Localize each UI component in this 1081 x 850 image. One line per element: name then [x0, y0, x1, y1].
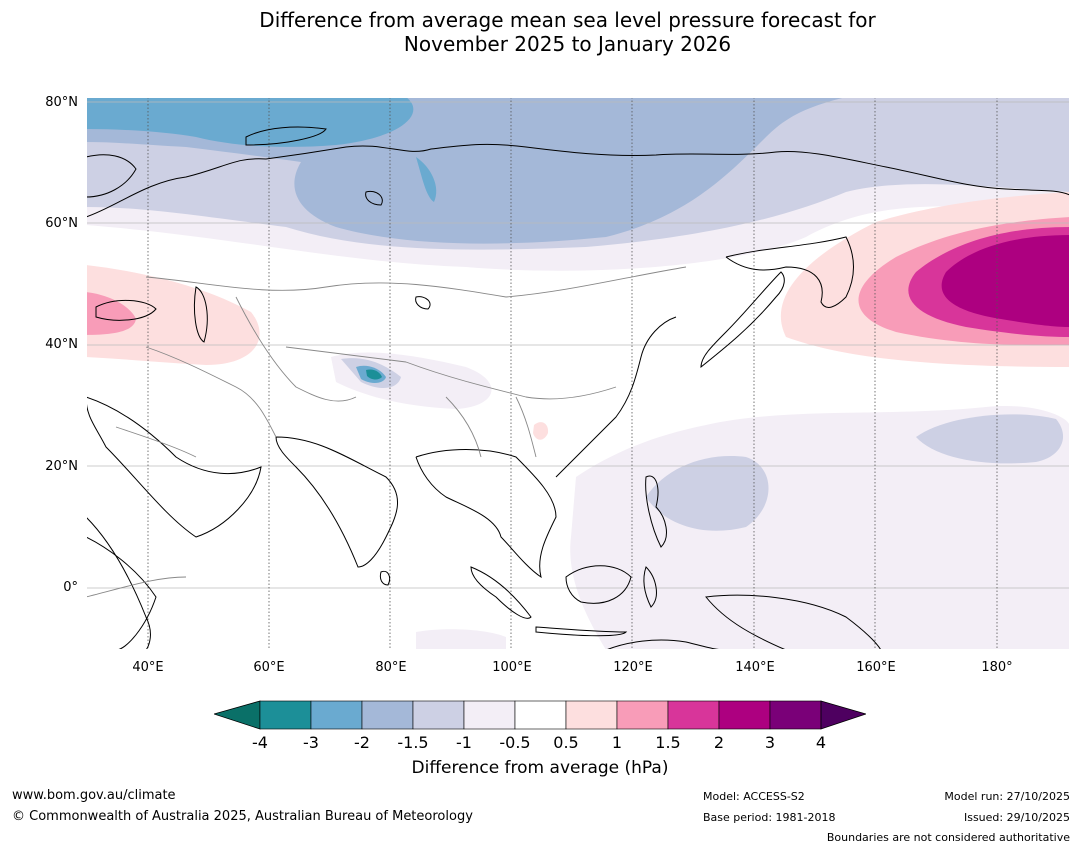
anomaly-band-plus-2-pacific [941, 235, 1070, 327]
colorbar-swatch-2-to-3 [718, 700, 771, 730]
colorbar-tick-minus-1.5: -1.5 [397, 733, 429, 752]
anomaly-band-minus-3-tibet [366, 369, 382, 380]
colorbar-swatch-1-to-1.5 [616, 700, 669, 730]
colorbar-swatch-1.5-to-2 [667, 700, 720, 730]
lon-label-80e: 80°E [375, 660, 407, 675]
footer-model-run: Model run: 27/10/2025 [944, 790, 1070, 803]
colorbar-tick-1: 1 [611, 733, 623, 752]
colorbar-tick-2: 2 [713, 733, 725, 752]
title-line-1: Difference from average mean sea level p… [259, 8, 876, 32]
footer-copyright: © Commonwealth of Australia 2025, Austra… [12, 809, 473, 824]
colorbar-swatch-0.5-to-1 [565, 700, 618, 730]
anomaly-band-plus-0.5-china [533, 422, 549, 440]
lon-label-160e: 160°E [856, 660, 896, 675]
lon-label-140e: 140°E [735, 660, 775, 675]
map-frame [86, 97, 1070, 650]
colorbar-swatch-minus-4-to-minus-3 [259, 700, 312, 730]
lat-gridlines [86, 101, 1070, 589]
lon-gridlines [147, 97, 998, 650]
lat-label-0: 0° [63, 580, 78, 595]
colorbar-tick-minus-1: -1 [456, 733, 472, 752]
anomaly-band-minus-1-central-pacific [916, 414, 1064, 464]
colorbar-tick-minus-2: -2 [354, 733, 370, 752]
colorbar-swatch-above-4 [820, 700, 866, 730]
anomaly-band-minus-2-north [86, 97, 414, 147]
coastlines [86, 126, 1070, 650]
footer-base-period: Base period: 1981-2018 [703, 811, 836, 824]
colorbar-title: Difference from average (hPa) [411, 758, 669, 778]
footer-issued: Issued: 29/10/2025 [963, 811, 1070, 824]
lon-label-60e: 60°E [253, 660, 285, 675]
lat-label-40n: 40°N [45, 337, 78, 352]
footer-url: www.bom.gov.au/climate [12, 788, 176, 803]
lon-label-40e: 40°E [132, 660, 164, 675]
lon-label-120e: 120°E [613, 660, 653, 675]
colorbar-tick-3: 3 [764, 733, 776, 752]
country-borders [86, 266, 687, 598]
colorbar-tick-0.5: 0.5 [553, 733, 579, 752]
footer-boundaries-note: Boundaries are not considered authoritat… [826, 831, 1070, 844]
lon-label-180: 180° [981, 660, 1013, 675]
chart-title: Difference from average mean sea level p… [0, 8, 1081, 56]
anomaly-band-minus-2-kara [416, 157, 437, 202]
colorbar-swatch-minus-3-to-minus-2 [310, 700, 363, 730]
colorbar [214, 700, 866, 730]
colorbar-tick-minus-0.5: -0.5 [499, 733, 531, 752]
anomaly-band-minus-1-philippines [646, 456, 769, 531]
footer-model: Model: ACCESS-S2 [703, 790, 805, 803]
colorbar-swatch-minus-0.5-to-0.5 [514, 700, 567, 730]
colorbar-tick-minus-3: -3 [303, 733, 319, 752]
lon-label-100e: 100°E [492, 660, 532, 675]
anomaly-band-plus-1-west [86, 292, 136, 335]
lat-label-60n: 60°N [45, 216, 78, 231]
anomaly-band-minus-0.5-indian-ocean [416, 629, 506, 650]
colorbar-swatch-below-minus-4 [214, 700, 261, 730]
title-line-2: November 2025 to January 2026 [403, 32, 732, 56]
colorbar-tick-minus-4: -4 [252, 733, 268, 752]
colorbar-swatch-minus-1-to-minus-0.5 [463, 700, 516, 730]
colorbar-swatch-minus-1.5-to-minus-1 [412, 700, 465, 730]
colorbar-swatch-minus-2-to-minus-1.5 [361, 700, 414, 730]
colorbar-tick-1.5: 1.5 [655, 733, 681, 752]
anomaly-band-plus-0.5-west [86, 265, 260, 365]
pressure-anomaly-map [86, 97, 1070, 650]
colorbar-tick-4: 4 [815, 733, 827, 752]
colorbar-swatch-3-to-4 [769, 700, 822, 730]
lat-label-80n: 80°N [45, 95, 78, 110]
lat-label-20n: 20°N [45, 459, 78, 474]
